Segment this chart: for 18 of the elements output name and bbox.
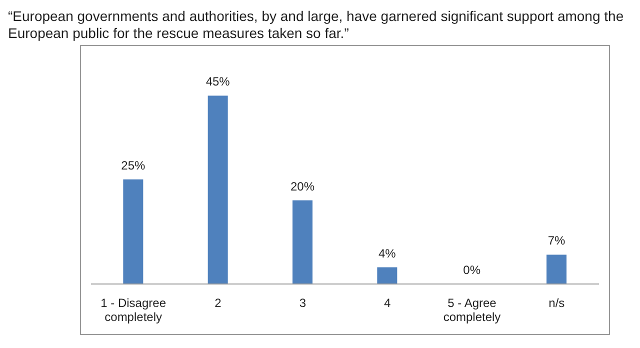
data-label: 0% xyxy=(463,263,481,277)
x-tick-label: 1 - Disagree completely xyxy=(100,296,166,324)
chart-title: “European governments and authorities, by and large, have garnered significant support among the European public for the rescue measures taken so far.” xyxy=(8,8,625,42)
data-label: 4% xyxy=(378,246,396,260)
x-tick-label: 2 xyxy=(214,296,222,310)
data-label: 45% xyxy=(206,74,230,89)
bar xyxy=(208,96,228,284)
data-label: 25% xyxy=(121,158,146,172)
bar xyxy=(292,200,313,284)
x-tick-label: 3 xyxy=(299,296,306,310)
x-tick-label: 4 xyxy=(384,296,391,310)
data-label: 20% xyxy=(290,179,315,194)
data-label: 7% xyxy=(548,234,566,248)
bar xyxy=(377,267,398,284)
x-tick-label: 5 - Agree completely xyxy=(443,296,501,324)
bar xyxy=(546,254,567,284)
x-tick-label: n/s xyxy=(548,296,565,310)
bar xyxy=(123,179,144,284)
